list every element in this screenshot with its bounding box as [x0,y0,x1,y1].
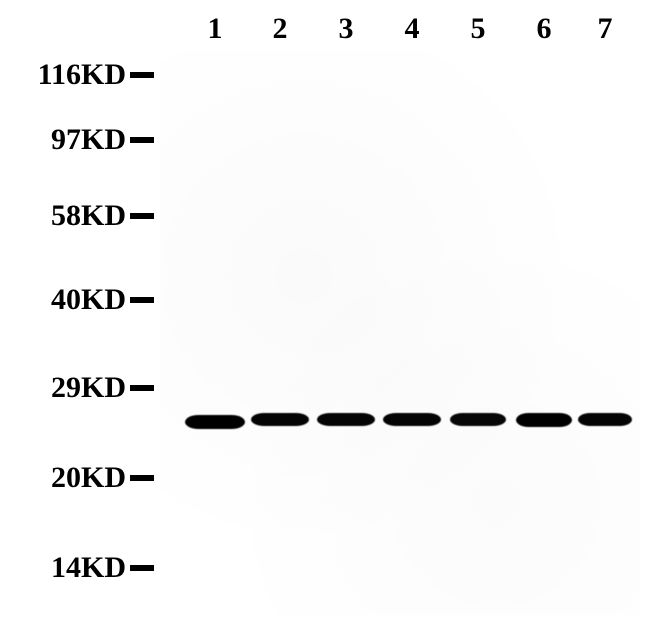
band-lane-4 [383,413,441,426]
band-lane-2 [251,413,309,426]
marker-label-20kd: 20KD [0,461,126,495]
marker-tick-97kd [130,137,154,143]
marker-label-116kd: 116KD [0,58,126,92]
marker-label-58kd: 58KD [0,199,126,233]
marker-tick-14kd [130,565,154,571]
marker-tick-20kd [130,475,154,481]
marker-label-29kd: 29KD [0,371,126,405]
lane-label-5: 5 [463,12,493,46]
marker-tick-40kd [130,297,154,303]
band-lane-7 [578,413,632,426]
lane-label-6: 6 [529,12,559,46]
band-lane-6 [516,413,572,427]
lane-label-2: 2 [265,12,295,46]
band-lane-3 [317,413,375,426]
marker-tick-116kd [130,72,154,78]
lane-label-4: 4 [397,12,427,46]
marker-tick-29kd [130,385,154,391]
marker-tick-58kd [130,213,154,219]
marker-label-14kd: 14KD [0,551,126,585]
marker-label-40kd: 40KD [0,283,126,317]
band-lane-5 [450,413,506,426]
western-blot-figure: 1 2 3 4 5 6 7 116KD 97KD 58KD 40KD 29KD … [0,0,650,629]
band-lane-1 [185,415,245,429]
lane-label-7: 7 [590,12,620,46]
membrane-noise [160,50,640,615]
lane-label-1: 1 [200,12,230,46]
lane-label-3: 3 [331,12,361,46]
marker-label-97kd: 97KD [0,123,126,157]
